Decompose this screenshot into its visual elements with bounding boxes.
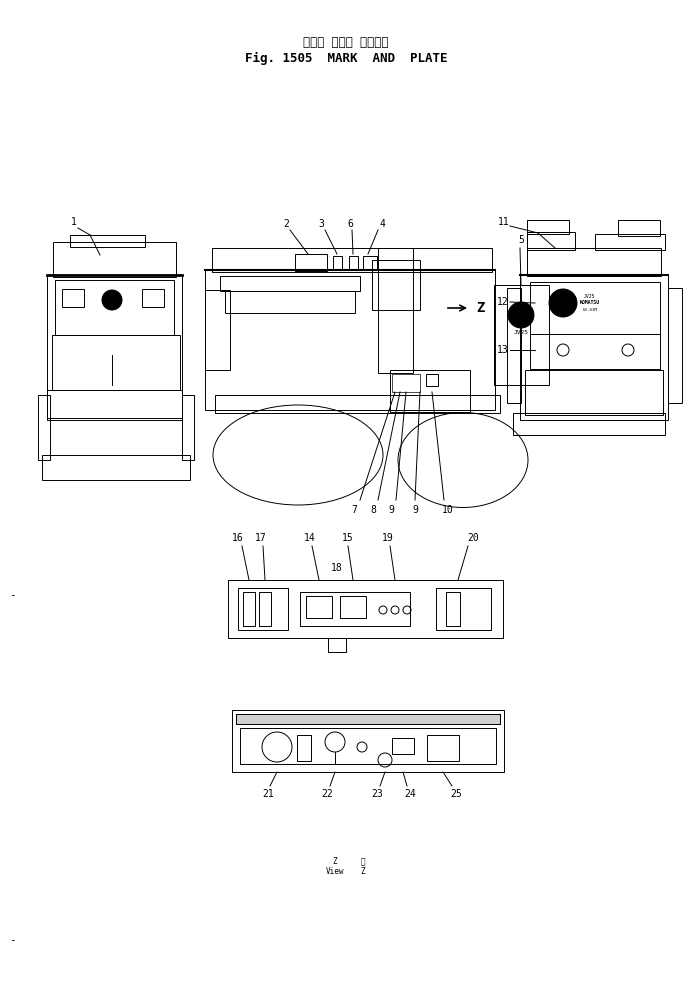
Text: 18: 18 xyxy=(331,563,343,573)
Bar xyxy=(220,276,360,291)
Bar xyxy=(70,235,145,247)
Text: ※: ※ xyxy=(361,857,366,866)
Bar xyxy=(259,592,271,626)
Text: JV25: JV25 xyxy=(585,294,596,299)
Bar xyxy=(392,738,414,754)
Text: 25: 25 xyxy=(450,789,462,799)
Bar xyxy=(530,282,660,334)
Bar xyxy=(333,256,342,270)
Bar xyxy=(530,334,660,369)
Text: 19: 19 xyxy=(382,533,394,543)
Bar xyxy=(236,714,500,724)
Bar xyxy=(349,256,358,270)
Bar xyxy=(236,714,500,724)
Text: 8: 8 xyxy=(370,505,376,515)
Text: 21: 21 xyxy=(262,789,274,799)
Bar xyxy=(212,248,492,272)
Bar xyxy=(205,270,495,410)
Text: 5: 5 xyxy=(518,235,524,245)
Bar xyxy=(52,335,180,390)
Bar xyxy=(595,234,665,250)
Text: Fig. 1505  MARK  AND  PLATE: Fig. 1505 MARK AND PLATE xyxy=(245,52,447,64)
Bar xyxy=(243,592,255,626)
Bar xyxy=(527,232,575,250)
Bar xyxy=(205,290,230,370)
Bar xyxy=(295,254,327,271)
Bar xyxy=(527,248,661,276)
Bar xyxy=(300,592,410,626)
Text: 23: 23 xyxy=(371,789,383,799)
Text: 16: 16 xyxy=(232,533,244,543)
Text: View: View xyxy=(325,867,344,877)
Text: 11: 11 xyxy=(498,217,510,227)
Text: 3: 3 xyxy=(318,219,324,229)
Text: 10: 10 xyxy=(442,505,454,515)
Bar xyxy=(55,280,174,335)
Bar xyxy=(215,395,500,413)
Text: Z: Z xyxy=(332,857,337,866)
Text: 17: 17 xyxy=(255,533,267,543)
Bar xyxy=(618,220,660,236)
Bar xyxy=(238,588,288,630)
Text: 20: 20 xyxy=(467,533,479,543)
Bar xyxy=(47,390,182,418)
Bar xyxy=(228,580,503,638)
Bar xyxy=(436,588,491,630)
Bar xyxy=(513,413,665,435)
Bar xyxy=(507,288,521,403)
Text: マーク および プレート: マーク および プレート xyxy=(303,36,389,49)
Text: KOMATSU: KOMATSU xyxy=(580,301,600,306)
Text: Z: Z xyxy=(361,867,366,877)
Circle shape xyxy=(549,289,577,317)
Bar xyxy=(42,455,190,480)
Bar xyxy=(527,220,569,234)
Bar xyxy=(225,291,355,313)
Bar xyxy=(390,370,470,412)
Bar xyxy=(363,256,377,270)
Text: 24: 24 xyxy=(404,789,416,799)
Text: -: - xyxy=(8,935,15,945)
Bar xyxy=(392,374,420,392)
Bar xyxy=(446,592,460,626)
Bar xyxy=(427,735,459,761)
Text: 6: 6 xyxy=(347,219,353,229)
Text: 9: 9 xyxy=(412,505,418,515)
Text: 7: 7 xyxy=(351,505,357,515)
Circle shape xyxy=(102,290,122,310)
Bar xyxy=(182,395,194,460)
Bar xyxy=(494,285,549,385)
Bar xyxy=(668,288,682,403)
Text: HJ-01M: HJ-01M xyxy=(583,308,598,312)
Text: 4: 4 xyxy=(379,219,385,229)
Bar xyxy=(372,260,420,310)
Bar xyxy=(306,596,332,618)
Text: 1: 1 xyxy=(71,217,77,227)
Bar xyxy=(47,275,182,420)
Text: 2: 2 xyxy=(283,219,289,229)
Bar xyxy=(240,728,496,764)
Text: 15: 15 xyxy=(342,533,354,543)
Text: 13: 13 xyxy=(497,345,509,355)
Text: 22: 22 xyxy=(321,789,333,799)
Bar xyxy=(62,289,84,307)
Bar xyxy=(328,638,346,652)
Text: 9: 9 xyxy=(388,505,394,515)
Bar xyxy=(525,370,663,415)
Bar xyxy=(142,289,164,307)
Bar xyxy=(426,374,438,386)
Bar xyxy=(520,275,668,420)
Text: Z: Z xyxy=(476,301,484,315)
Bar xyxy=(38,395,50,460)
Bar xyxy=(378,248,413,373)
Bar xyxy=(340,596,366,618)
Bar xyxy=(297,735,311,761)
Text: 12: 12 xyxy=(497,297,509,307)
Text: JV25: JV25 xyxy=(513,330,529,335)
Text: -: - xyxy=(8,590,15,600)
Bar xyxy=(53,242,176,277)
Bar xyxy=(232,710,504,772)
Text: 14: 14 xyxy=(304,533,316,543)
Circle shape xyxy=(508,302,534,328)
